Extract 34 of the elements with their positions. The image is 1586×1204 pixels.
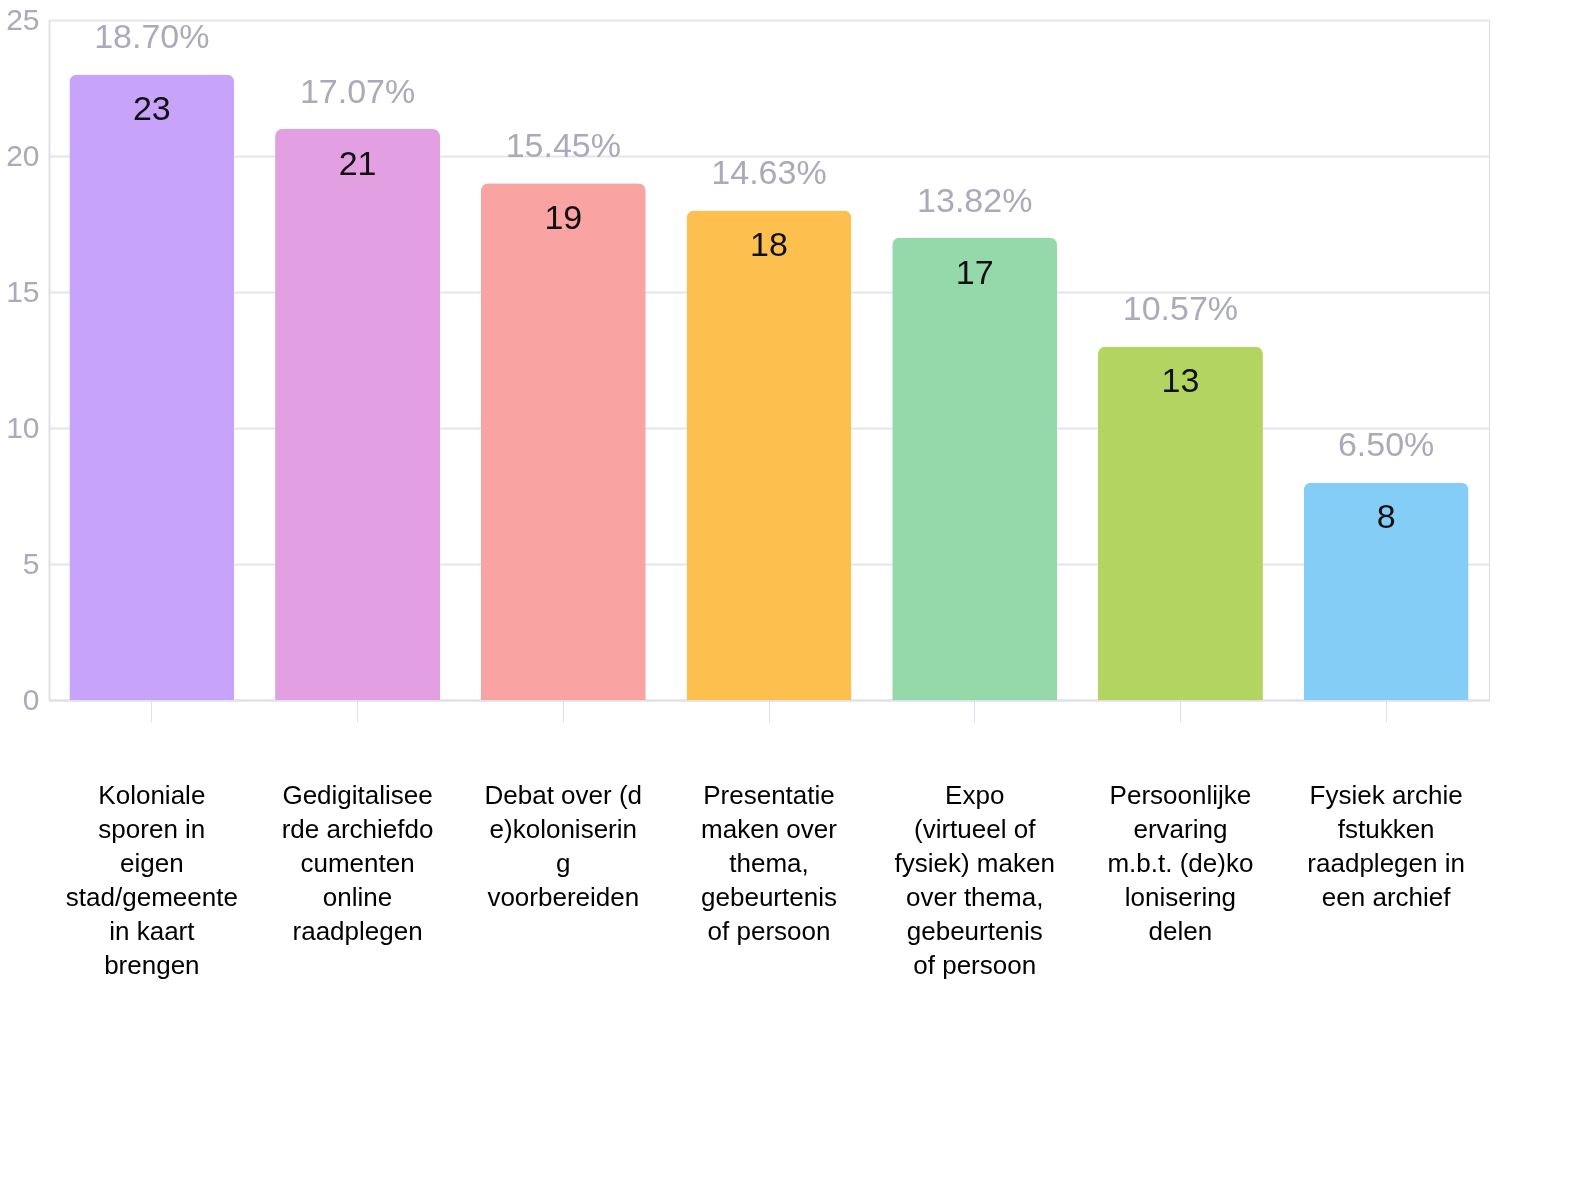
bar bbox=[69, 74, 235, 700]
data-label: 18 bbox=[750, 225, 788, 264]
annotation: 6.50% bbox=[1337, 425, 1435, 464]
annotation: 15.45% bbox=[505, 126, 621, 165]
bar bbox=[275, 128, 441, 700]
x-tick-label: Debat over (de)kolonisering voorbereiden bbox=[484, 779, 643, 912]
y-tick-label: 20 bbox=[6, 138, 40, 172]
data-label: 17 bbox=[955, 252, 994, 291]
y-tick-label: 25 bbox=[6, 2, 40, 36]
data-label: 19 bbox=[544, 198, 583, 237]
x-tick-label: Expo (virtueel of fysiek) maken over thema, gebeurtenis of persoon bbox=[894, 779, 1055, 980]
bar bbox=[892, 237, 1058, 700]
y-tick-label: 5 bbox=[22, 546, 40, 580]
data-label: 21 bbox=[338, 143, 377, 182]
y-tick-label: 0 bbox=[22, 682, 40, 716]
annotation: 13.82% bbox=[917, 180, 1033, 219]
x-tick-label: Persoonlijke ervaring m.b.t. (de)kolonisering delen bbox=[1107, 779, 1254, 946]
annotation: 14.63% bbox=[711, 153, 827, 192]
bar bbox=[1303, 482, 1469, 700]
x-tick-label: Gedigitaliseerde archiefdocumenten online raadplegen bbox=[281, 779, 434, 946]
y-tick-label: 15 bbox=[6, 274, 40, 308]
bar bbox=[480, 183, 646, 700]
data-label: 23 bbox=[132, 89, 171, 128]
x-tick-label: Koloniale sporen in eigen stad/gemeente in kaart brengen bbox=[65, 779, 238, 980]
x-tick-label: Fysiek archiefstukken raadplegen in een archief bbox=[1307, 779, 1465, 912]
y-tick-label: 10 bbox=[6, 410, 40, 444]
annotation: 18.70% bbox=[94, 17, 210, 56]
annotation: 17.07% bbox=[299, 71, 416, 110]
data-label: 8 bbox=[1376, 497, 1396, 536]
data-label: 13 bbox=[1161, 361, 1200, 400]
x-tick-label: Presentatie maken over thema, gebeurtenis of persoon bbox=[701, 779, 838, 946]
annotation: 10.57% bbox=[1122, 289, 1239, 328]
bar bbox=[686, 210, 852, 700]
bar bbox=[1097, 346, 1263, 700]
